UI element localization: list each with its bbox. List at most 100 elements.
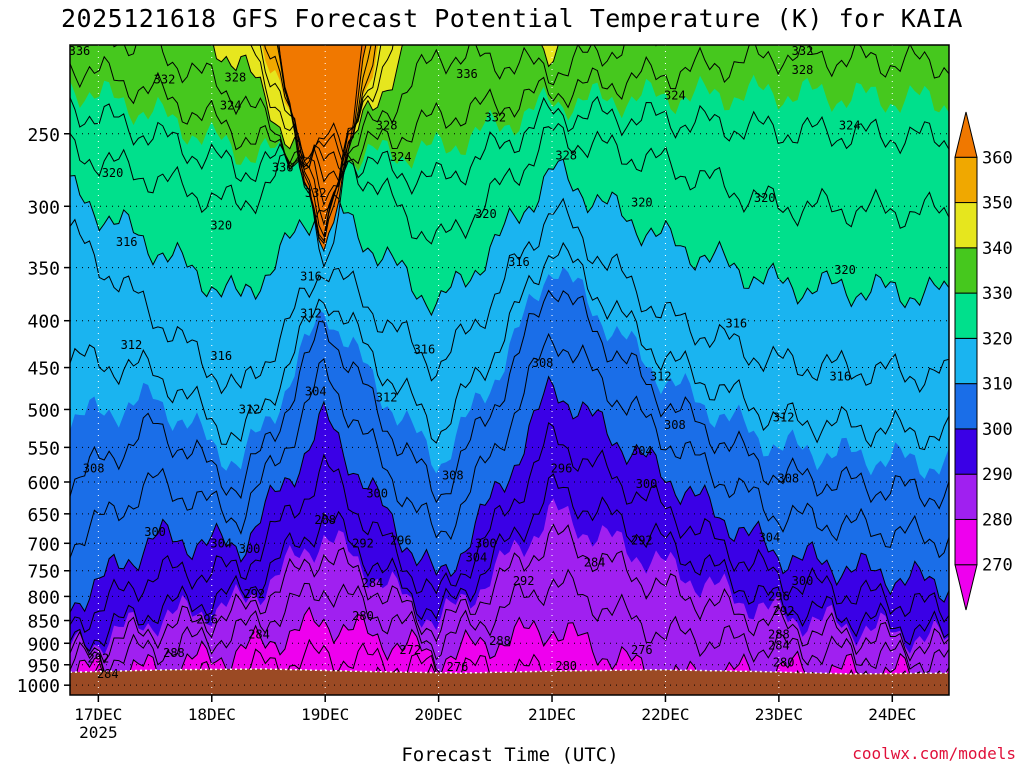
contour-label: 304: [631, 444, 653, 458]
colorbar-swatch-320: [954, 292, 978, 339]
contour-label: 300: [239, 542, 261, 556]
contour-label: 296: [768, 589, 790, 603]
y-tick-label: 900: [27, 634, 60, 655]
contour-label: 292: [88, 651, 110, 665]
contour-label: 308: [777, 472, 799, 486]
contour-label: 312: [239, 402, 261, 416]
contour-label: 332: [484, 111, 506, 125]
contour-label: 304: [305, 385, 327, 399]
isentrope-308: [70, 289, 949, 510]
contour-label: 316: [116, 235, 138, 249]
colorbar-label: 330: [982, 284, 1013, 304]
y-tick-label: 300: [27, 197, 60, 218]
contour-label: 324: [220, 99, 242, 113]
contour-label: 284: [768, 638, 790, 652]
isentrope-332: [70, 45, 949, 175]
contour-label: 308: [83, 462, 105, 476]
credit-link[interactable]: coolwx.com/models: [852, 744, 1016, 763]
contour-label: 300: [366, 487, 388, 501]
contour-label: 332: [305, 186, 327, 200]
plot-frame: [69, 44, 950, 696]
colorbar-swatch-310: [954, 337, 978, 385]
contour-label: 312: [773, 410, 795, 424]
contour-label: 320: [102, 166, 124, 180]
terrain-fill: [70, 668, 949, 695]
year-label: 2025: [79, 723, 118, 742]
isentrope-280: [70, 606, 949, 695]
x-tick-label: 22DEC: [641, 705, 689, 724]
colorbar-label: 290: [982, 465, 1013, 485]
colorbar-label: 280: [982, 510, 1013, 530]
isentrope-288: [70, 523, 949, 664]
y-tick-label: 600: [27, 473, 60, 494]
contour-label: 288: [489, 634, 511, 648]
contour-label: 320: [631, 195, 653, 209]
contour-label: 316: [300, 270, 322, 284]
contour-label: 328: [225, 70, 247, 84]
contour-label: 312: [376, 390, 398, 404]
colorbar-label: 350: [982, 194, 1013, 214]
isentrope-284: [70, 568, 949, 675]
x-tick-label: 19DEC: [301, 705, 349, 724]
isentrope-320: [70, 158, 949, 317]
y-tick-label: 750: [27, 562, 60, 583]
colorbar-label: 300: [982, 420, 1013, 440]
contour-label: 332: [792, 44, 814, 58]
contour-label: 280: [555, 659, 577, 673]
surface-line: [70, 668, 949, 675]
isentrope-300: [70, 375, 949, 613]
contour-label: 296: [196, 613, 218, 627]
colorbar-swatch-340: [954, 202, 978, 249]
colorbar-swatch-280: [954, 473, 978, 520]
contour-label: 304: [759, 531, 781, 545]
contour-label: 316: [508, 255, 530, 269]
contour-label: 300: [144, 525, 166, 539]
contour-label: 284: [248, 627, 270, 641]
contour-label: 316: [210, 349, 232, 363]
contour-label: 276: [447, 660, 469, 674]
y-tick-label: 450: [27, 359, 60, 380]
contour-label: 308: [442, 468, 464, 482]
contour-label: 292: [773, 604, 795, 618]
contour-label: 300: [636, 477, 658, 491]
contour-label: 308: [664, 418, 686, 432]
contour-label: 316: [725, 317, 747, 331]
y-tick-label: 250: [27, 125, 60, 146]
contour-label: 284: [584, 556, 606, 570]
contour-label: 324: [390, 150, 412, 164]
x-axis-title: Forecast Time (UTC): [401, 744, 619, 766]
isentrope-324: [70, 122, 949, 245]
y-tick-label: 500: [27, 400, 60, 421]
theta-band-360: [278, 45, 366, 251]
y-tick-label: 550: [27, 438, 60, 459]
colorbar-swatch-330: [954, 247, 978, 294]
colorbar-label: 360: [982, 148, 1013, 168]
colorbar: 270 280 290 300 310 320 330 340 350 360: [954, 111, 1013, 611]
contour-label: 276: [631, 643, 653, 657]
y-tick-label: 350: [27, 259, 60, 280]
isentrope-312: [70, 241, 949, 451]
contour-label: 312: [650, 369, 672, 383]
contour-label: 320: [210, 219, 232, 233]
contour-label: 316: [414, 342, 436, 356]
x-tick-label: 23DEC: [755, 705, 803, 724]
contour-label: 312: [121, 338, 143, 352]
isentrope-340: [212, 45, 564, 207]
contour-label: 328: [792, 63, 814, 77]
y-tick-label: 400: [27, 312, 60, 333]
contour-label: 328: [555, 148, 577, 162]
contour-label: 336: [456, 67, 478, 81]
x-tick-label: 17DEC: [74, 705, 122, 724]
contour-label: 284: [97, 667, 119, 681]
colorbar-swatch-270: [954, 518, 978, 566]
time-axis: 17DEC 18DEC 19DEC 20DEC 21DEC 22DEC 23DEC 24DEC…: [74, 695, 916, 742]
contour-label: 312: [300, 307, 322, 321]
isentrope-296: [70, 422, 949, 633]
y-tick-label: 1000: [17, 676, 60, 697]
contour-label: 296: [551, 462, 573, 476]
x-tick-label: 18DEC: [188, 705, 236, 724]
x-tick-label: 20DEC: [415, 705, 463, 724]
contour-label: 316: [829, 369, 851, 383]
y-tick-label: 950: [27, 656, 60, 677]
